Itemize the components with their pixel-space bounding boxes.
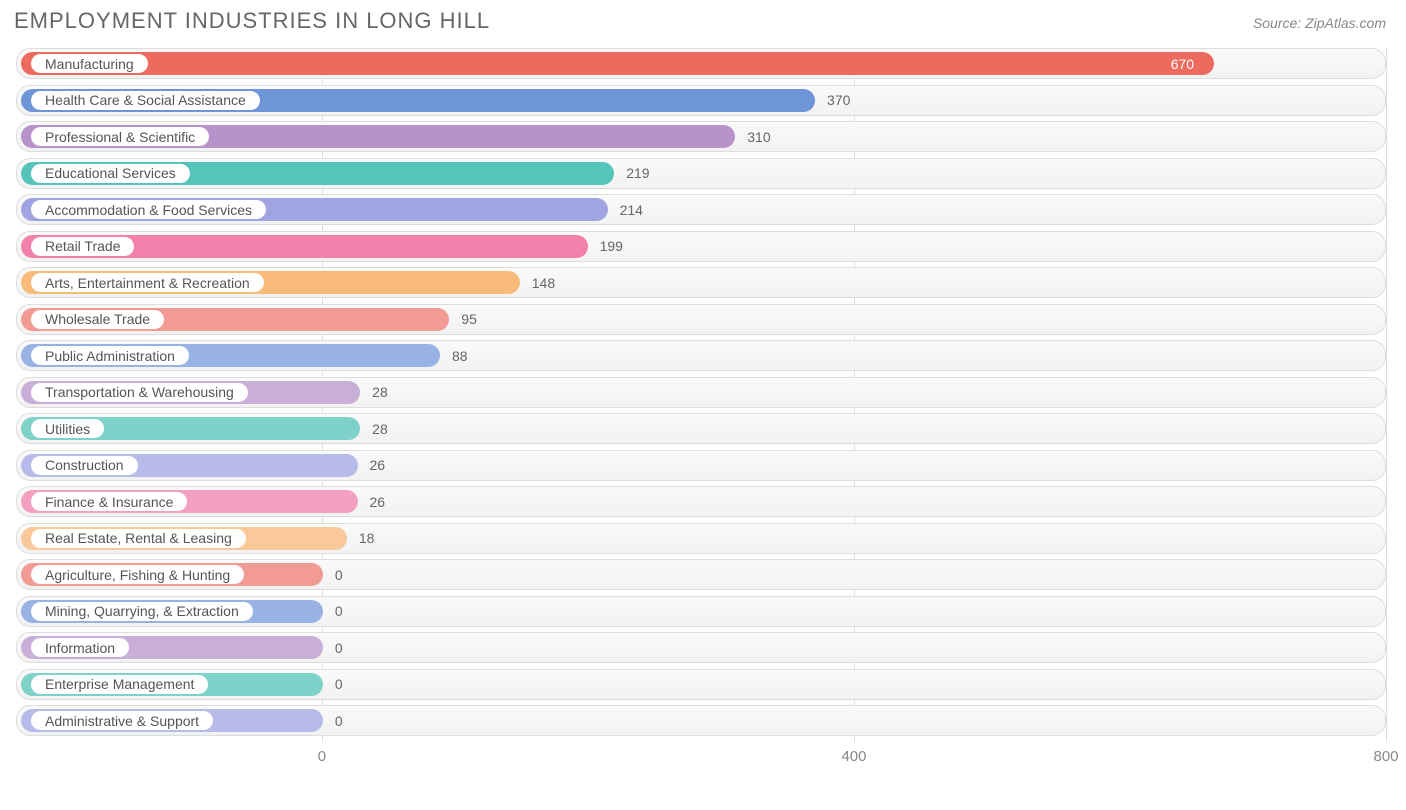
- table-row: Health Care & Social Assistance 370: [16, 85, 1386, 116]
- chart-area: Manufacturing 670 Health Care & Social Ass…: [0, 38, 1406, 810]
- bar-value: 199: [600, 232, 623, 261]
- bar-label: Transportation & Warehousing: [31, 383, 248, 402]
- bar-value: 0: [335, 706, 343, 735]
- bar-value: 0: [335, 633, 343, 662]
- table-row: Arts, Entertainment & Recreation 148: [16, 267, 1386, 298]
- table-row: Retail Trade 199: [16, 231, 1386, 262]
- bar-value: 28: [372, 414, 388, 443]
- x-tick: 0: [318, 748, 326, 765]
- x-tick: 400: [841, 748, 866, 765]
- bar-value: 0: [335, 560, 343, 589]
- bar-value: 88: [452, 341, 468, 370]
- bar-value: 26: [370, 451, 386, 480]
- chart-source: Source: ZipAtlas.com: [1253, 15, 1386, 31]
- bar-label: Arts, Entertainment & Recreation: [31, 273, 264, 292]
- table-row: Enterprise Management 0: [16, 669, 1386, 700]
- bar-value: 148: [532, 268, 555, 297]
- table-row: Educational Services 219: [16, 158, 1386, 189]
- bar-value: 670: [1171, 49, 1194, 78]
- bar-label: Administrative & Support: [31, 711, 213, 730]
- bar-label: Health Care & Social Assistance: [31, 91, 260, 110]
- bar-label: Information: [31, 638, 129, 657]
- bar-value: 26: [370, 487, 386, 516]
- table-row: Information 0: [16, 632, 1386, 663]
- bar-value: 0: [335, 670, 343, 699]
- bar-label: Wholesale Trade: [31, 310, 164, 329]
- bar-value: 95: [461, 305, 477, 334]
- bar-label: Professional & Scientific: [31, 127, 209, 146]
- bar-label: Construction: [31, 456, 138, 475]
- bar-label: Public Administration: [31, 346, 189, 365]
- bar-label: Retail Trade: [31, 237, 134, 256]
- bar-value: 18: [359, 524, 375, 553]
- table-row: Wholesale Trade 95: [16, 304, 1386, 335]
- bar-label: Accommodation & Food Services: [31, 200, 266, 219]
- table-row: Agriculture, Fishing & Hunting 0: [16, 559, 1386, 590]
- bar-label: Educational Services: [31, 164, 190, 183]
- bar-value: 219: [626, 159, 649, 188]
- table-row: Public Administration 88: [16, 340, 1386, 371]
- table-row: Utilities 28: [16, 413, 1386, 444]
- x-tick: 800: [1373, 748, 1398, 765]
- bar-label: Manufacturing: [31, 54, 148, 73]
- table-row: Professional & Scientific 310: [16, 121, 1386, 152]
- chart-header: EMPLOYMENT INDUSTRIES IN LONG HILL Sourc…: [0, 0, 1406, 38]
- table-row: Manufacturing 670: [16, 48, 1386, 79]
- table-row: Mining, Quarrying, & Extraction 0: [16, 596, 1386, 627]
- bar-label: Utilities: [31, 419, 104, 438]
- bar-value: 0: [335, 597, 343, 626]
- table-row: Construction 26: [16, 450, 1386, 481]
- table-row: Finance & Insurance 26: [16, 486, 1386, 517]
- bar-label: Enterprise Management: [31, 675, 208, 694]
- table-row: Transportation & Warehousing 28: [16, 377, 1386, 408]
- table-row: Administrative & Support 0: [16, 705, 1386, 736]
- table-row: Accommodation & Food Services 214: [16, 194, 1386, 225]
- chart-rows: Manufacturing 670 Health Care & Social Ass…: [16, 48, 1386, 742]
- bar-label: Agriculture, Fishing & Hunting: [31, 565, 244, 584]
- x-axis: 0400800: [16, 746, 1386, 770]
- bar-value: 370: [827, 86, 850, 115]
- bar-value: 214: [620, 195, 643, 224]
- bar-value: 28: [372, 378, 388, 407]
- gridline: [1386, 48, 1387, 742]
- bar: [21, 52, 1214, 75]
- chart-title: EMPLOYMENT INDUSTRIES IN LONG HILL: [14, 8, 490, 34]
- bar-label: Real Estate, Rental & Leasing: [31, 529, 246, 548]
- bar-label: Finance & Insurance: [31, 492, 187, 511]
- table-row: Real Estate, Rental & Leasing 18: [16, 523, 1386, 554]
- bar-value: 310: [747, 122, 770, 151]
- bar-label: Mining, Quarrying, & Extraction: [31, 602, 253, 621]
